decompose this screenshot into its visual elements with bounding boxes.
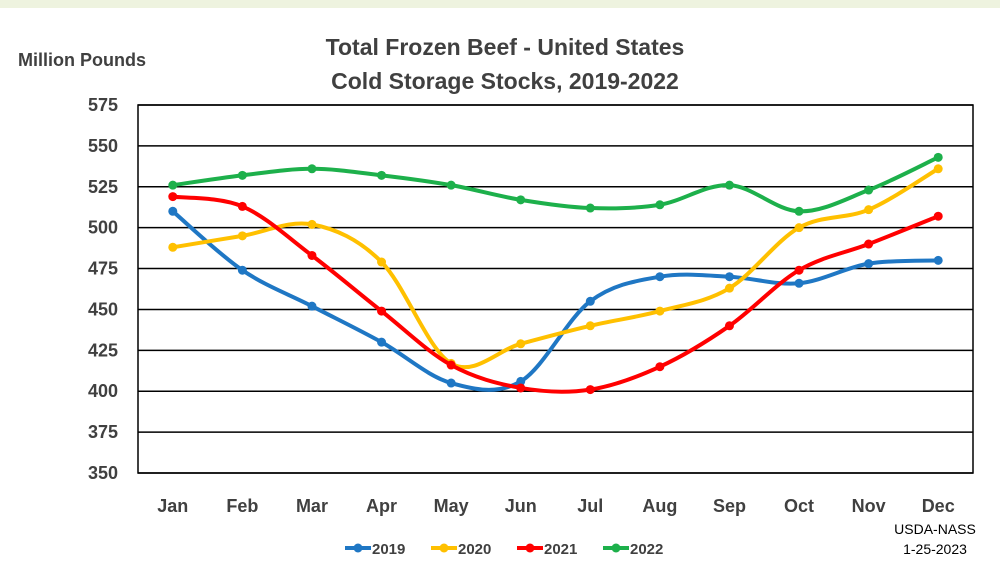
data-point-2021 xyxy=(585,385,595,395)
data-point-2022 xyxy=(864,185,874,195)
data-point-2019 xyxy=(794,278,804,288)
x-tick-label: Nov xyxy=(852,496,886,516)
y-tick-label: 350 xyxy=(88,463,118,483)
chart-title: Total Frozen Beef - United States Cold S… xyxy=(270,30,740,98)
source-date: 1-25-2023 xyxy=(903,541,967,557)
y-tick-label: 425 xyxy=(88,340,118,360)
gridlines xyxy=(137,104,974,474)
data-point-2020 xyxy=(933,164,943,174)
x-tick-label: Jun xyxy=(505,496,537,516)
x-tick-label: Apr xyxy=(366,496,397,516)
data-point-2020 xyxy=(585,321,595,331)
y-tick-label: 525 xyxy=(88,177,118,197)
y-tick-label: 400 xyxy=(88,381,118,401)
legend-marker-2020 xyxy=(439,543,449,553)
data-point-2021 xyxy=(724,321,734,331)
data-point-2021 xyxy=(168,192,178,202)
legend-label-2022: 2022 xyxy=(630,541,663,558)
legend-marker-2021 xyxy=(525,543,535,553)
data-point-2022 xyxy=(516,195,526,205)
data-point-2019 xyxy=(585,296,595,306)
y-tick-label: 575 xyxy=(88,95,118,115)
data-point-2021 xyxy=(516,383,526,393)
legend-marker-2022 xyxy=(611,543,621,553)
legend-label-2019: 2019 xyxy=(372,541,405,558)
data-point-2019 xyxy=(864,259,874,269)
data-point-2019 xyxy=(377,337,387,347)
x-tick-label: Jul xyxy=(577,496,603,516)
data-point-2021 xyxy=(655,362,665,372)
y-tick-label: 475 xyxy=(88,259,118,279)
data-point-2020 xyxy=(724,283,734,293)
data-point-2020 xyxy=(307,219,317,229)
data-point-2019 xyxy=(446,378,456,388)
data-point-2022 xyxy=(237,170,247,180)
y-tick-label: 375 xyxy=(88,422,118,442)
data-point-2022 xyxy=(377,170,387,180)
data-point-2022 xyxy=(933,152,943,162)
data-point-2020 xyxy=(377,257,387,267)
data-point-2021 xyxy=(237,201,247,211)
legend: 2019 2020 2021 2022 xyxy=(345,541,663,558)
data-point-2020 xyxy=(794,223,804,233)
y-axis-label: Million Pounds xyxy=(18,50,146,70)
y-tick-labels: 350 375 400 425 450 475 500 525 550 575 xyxy=(88,95,118,483)
data-point-2022 xyxy=(307,164,317,174)
x-tick-label: Oct xyxy=(784,496,814,516)
data-point-2022 xyxy=(168,180,178,190)
y-tick-label: 450 xyxy=(88,299,118,319)
data-point-2020 xyxy=(516,339,526,349)
data-point-2019 xyxy=(933,255,943,265)
data-point-2019 xyxy=(724,272,734,282)
data-point-2019 xyxy=(516,376,526,386)
x-tick-label: Dec xyxy=(922,496,955,516)
data-point-2021 xyxy=(307,250,317,260)
data-point-2019 xyxy=(655,272,665,282)
y-tick-label: 550 xyxy=(88,136,118,156)
data-point-2020 xyxy=(864,205,874,215)
series-line-2022 xyxy=(172,155,940,214)
data-point-2021 xyxy=(446,360,456,370)
data-point-2021 xyxy=(864,239,874,249)
y-tick-label: 500 xyxy=(88,218,118,238)
x-tick-label: Mar xyxy=(296,496,328,516)
x-tick-label: Feb xyxy=(226,496,258,516)
data-point-2019 xyxy=(307,301,317,311)
x-tick-labels: Jan Feb Mar Apr May Jun Jul Aug Sep Oct Nov Dec xyxy=(157,496,954,516)
plot-area-border xyxy=(137,104,974,474)
chart-title-line-2: Cold Storage Stocks, 2019-2022 xyxy=(331,68,679,94)
series-lines xyxy=(168,152,943,395)
x-tick-label: Jan xyxy=(157,496,188,516)
source-agency: USDA-NASS xyxy=(894,521,976,537)
data-point-2020 xyxy=(168,242,178,252)
data-point-2019 xyxy=(168,206,178,216)
x-tick-label: May xyxy=(434,496,469,516)
data-point-2020 xyxy=(655,306,665,316)
data-point-2022 xyxy=(446,180,456,190)
data-point-2022 xyxy=(585,203,595,213)
top-band xyxy=(0,0,1000,8)
data-point-2021 xyxy=(794,265,804,275)
x-tick-label: Sep xyxy=(713,496,746,516)
chart-title-line-1: Total Frozen Beef - United States xyxy=(325,34,685,60)
x-tick-label: Aug xyxy=(642,496,677,516)
source-note: USDA-NASS 1-25-2023 xyxy=(880,519,990,559)
data-point-2022 xyxy=(724,180,734,190)
legend-label-2021: 2021 xyxy=(544,541,577,558)
data-point-2019 xyxy=(237,265,247,275)
data-point-2021 xyxy=(933,211,943,221)
legend-label-2020: 2020 xyxy=(458,541,491,558)
data-point-2022 xyxy=(794,206,804,216)
data-point-2021 xyxy=(377,306,387,316)
legend-marker-2019 xyxy=(353,543,363,553)
data-point-2022 xyxy=(655,200,665,210)
data-point-2020 xyxy=(237,231,247,241)
